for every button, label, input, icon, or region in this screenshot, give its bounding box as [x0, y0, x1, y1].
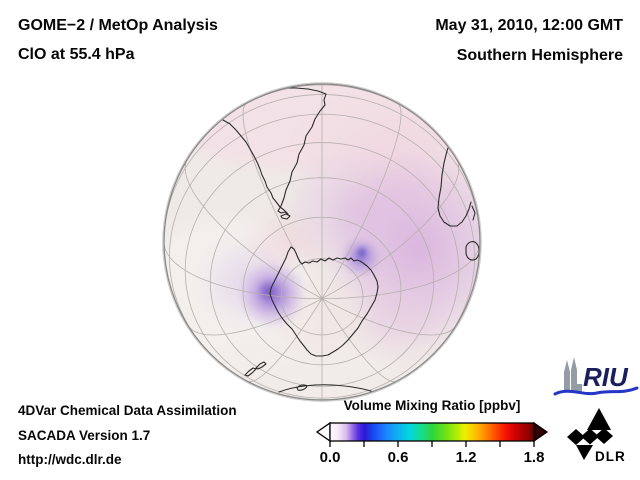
- dlr-logo-text: DLR: [595, 449, 626, 464]
- plot-datetime-block: May 31, 2010, 12:00 GMT Southern Hemisph…: [435, 11, 623, 71]
- riu-wave-icon: [553, 386, 639, 396]
- coast-tierra-del-fuego: [280, 213, 291, 220]
- credit-line2: SACADA Version 1.7: [18, 427, 151, 443]
- title-line2: ClO at 55.4 hPa: [18, 46, 135, 63]
- coast-new-zealand-north: [255, 361, 267, 370]
- colorbar-tick-label: 1.2: [455, 449, 477, 466]
- colorbar-tick-label: 1.8: [523, 449, 545, 466]
- coastlines: [212, 87, 480, 393]
- credit-line3: http://wdc.dlr.de: [18, 452, 122, 467]
- colorbar: [315, 421, 549, 447]
- date-line: May 31, 2010, 12:00 GMT: [435, 17, 623, 34]
- colorbar-arrow-high: [533, 421, 549, 443]
- colorbar-tick-label: 0.6: [387, 449, 409, 466]
- clo-field-layer: [164, 84, 480, 400]
- coast-new-zealand-south: [244, 367, 257, 377]
- globe-rim: [163, 83, 481, 401]
- coast-africa-east: [471, 205, 476, 221]
- coast-tasmania: [296, 384, 308, 391]
- credits-block: 4DVar Chemical Data Assimilation SACADA …: [18, 399, 237, 473]
- colorbar-arrow-low: [315, 421, 331, 443]
- dlr-logo: DLR: [567, 408, 626, 464]
- cologne-cathedral-icon: [564, 357, 582, 392]
- colorbar-tick-label: 0.0: [319, 449, 341, 466]
- colorbar-ticks: [329, 441, 535, 447]
- coast-africa: [437, 126, 472, 227]
- globe-rim-outer: [162, 82, 482, 402]
- region-line: Southern Hemisphere: [456, 47, 623, 64]
- coast-south-america: [212, 87, 327, 215]
- riu-logo: RIU: [553, 357, 639, 396]
- riu-logo-text: RIU: [583, 362, 629, 392]
- coast-antarctica: [269, 246, 379, 357]
- dlr-emblem-icon: [567, 408, 613, 460]
- colorbar-gradient-bar: [329, 422, 535, 442]
- credit-line1: 4DVar Chemical Data Assimilation: [18, 403, 237, 418]
- colorbar-title: Volume Mixing Ratio [ppbv]: [343, 398, 521, 413]
- coast-australia-south: [278, 384, 375, 393]
- plot-title-block: GOME−2 / MetOp Analysis ClO at 55.4 hPa: [18, 11, 218, 69]
- colorbar-tick-labels: 0.0 0.6 1.2 1.8: [312, 449, 552, 467]
- title-line1: GOME−2 / MetOp Analysis: [18, 17, 218, 34]
